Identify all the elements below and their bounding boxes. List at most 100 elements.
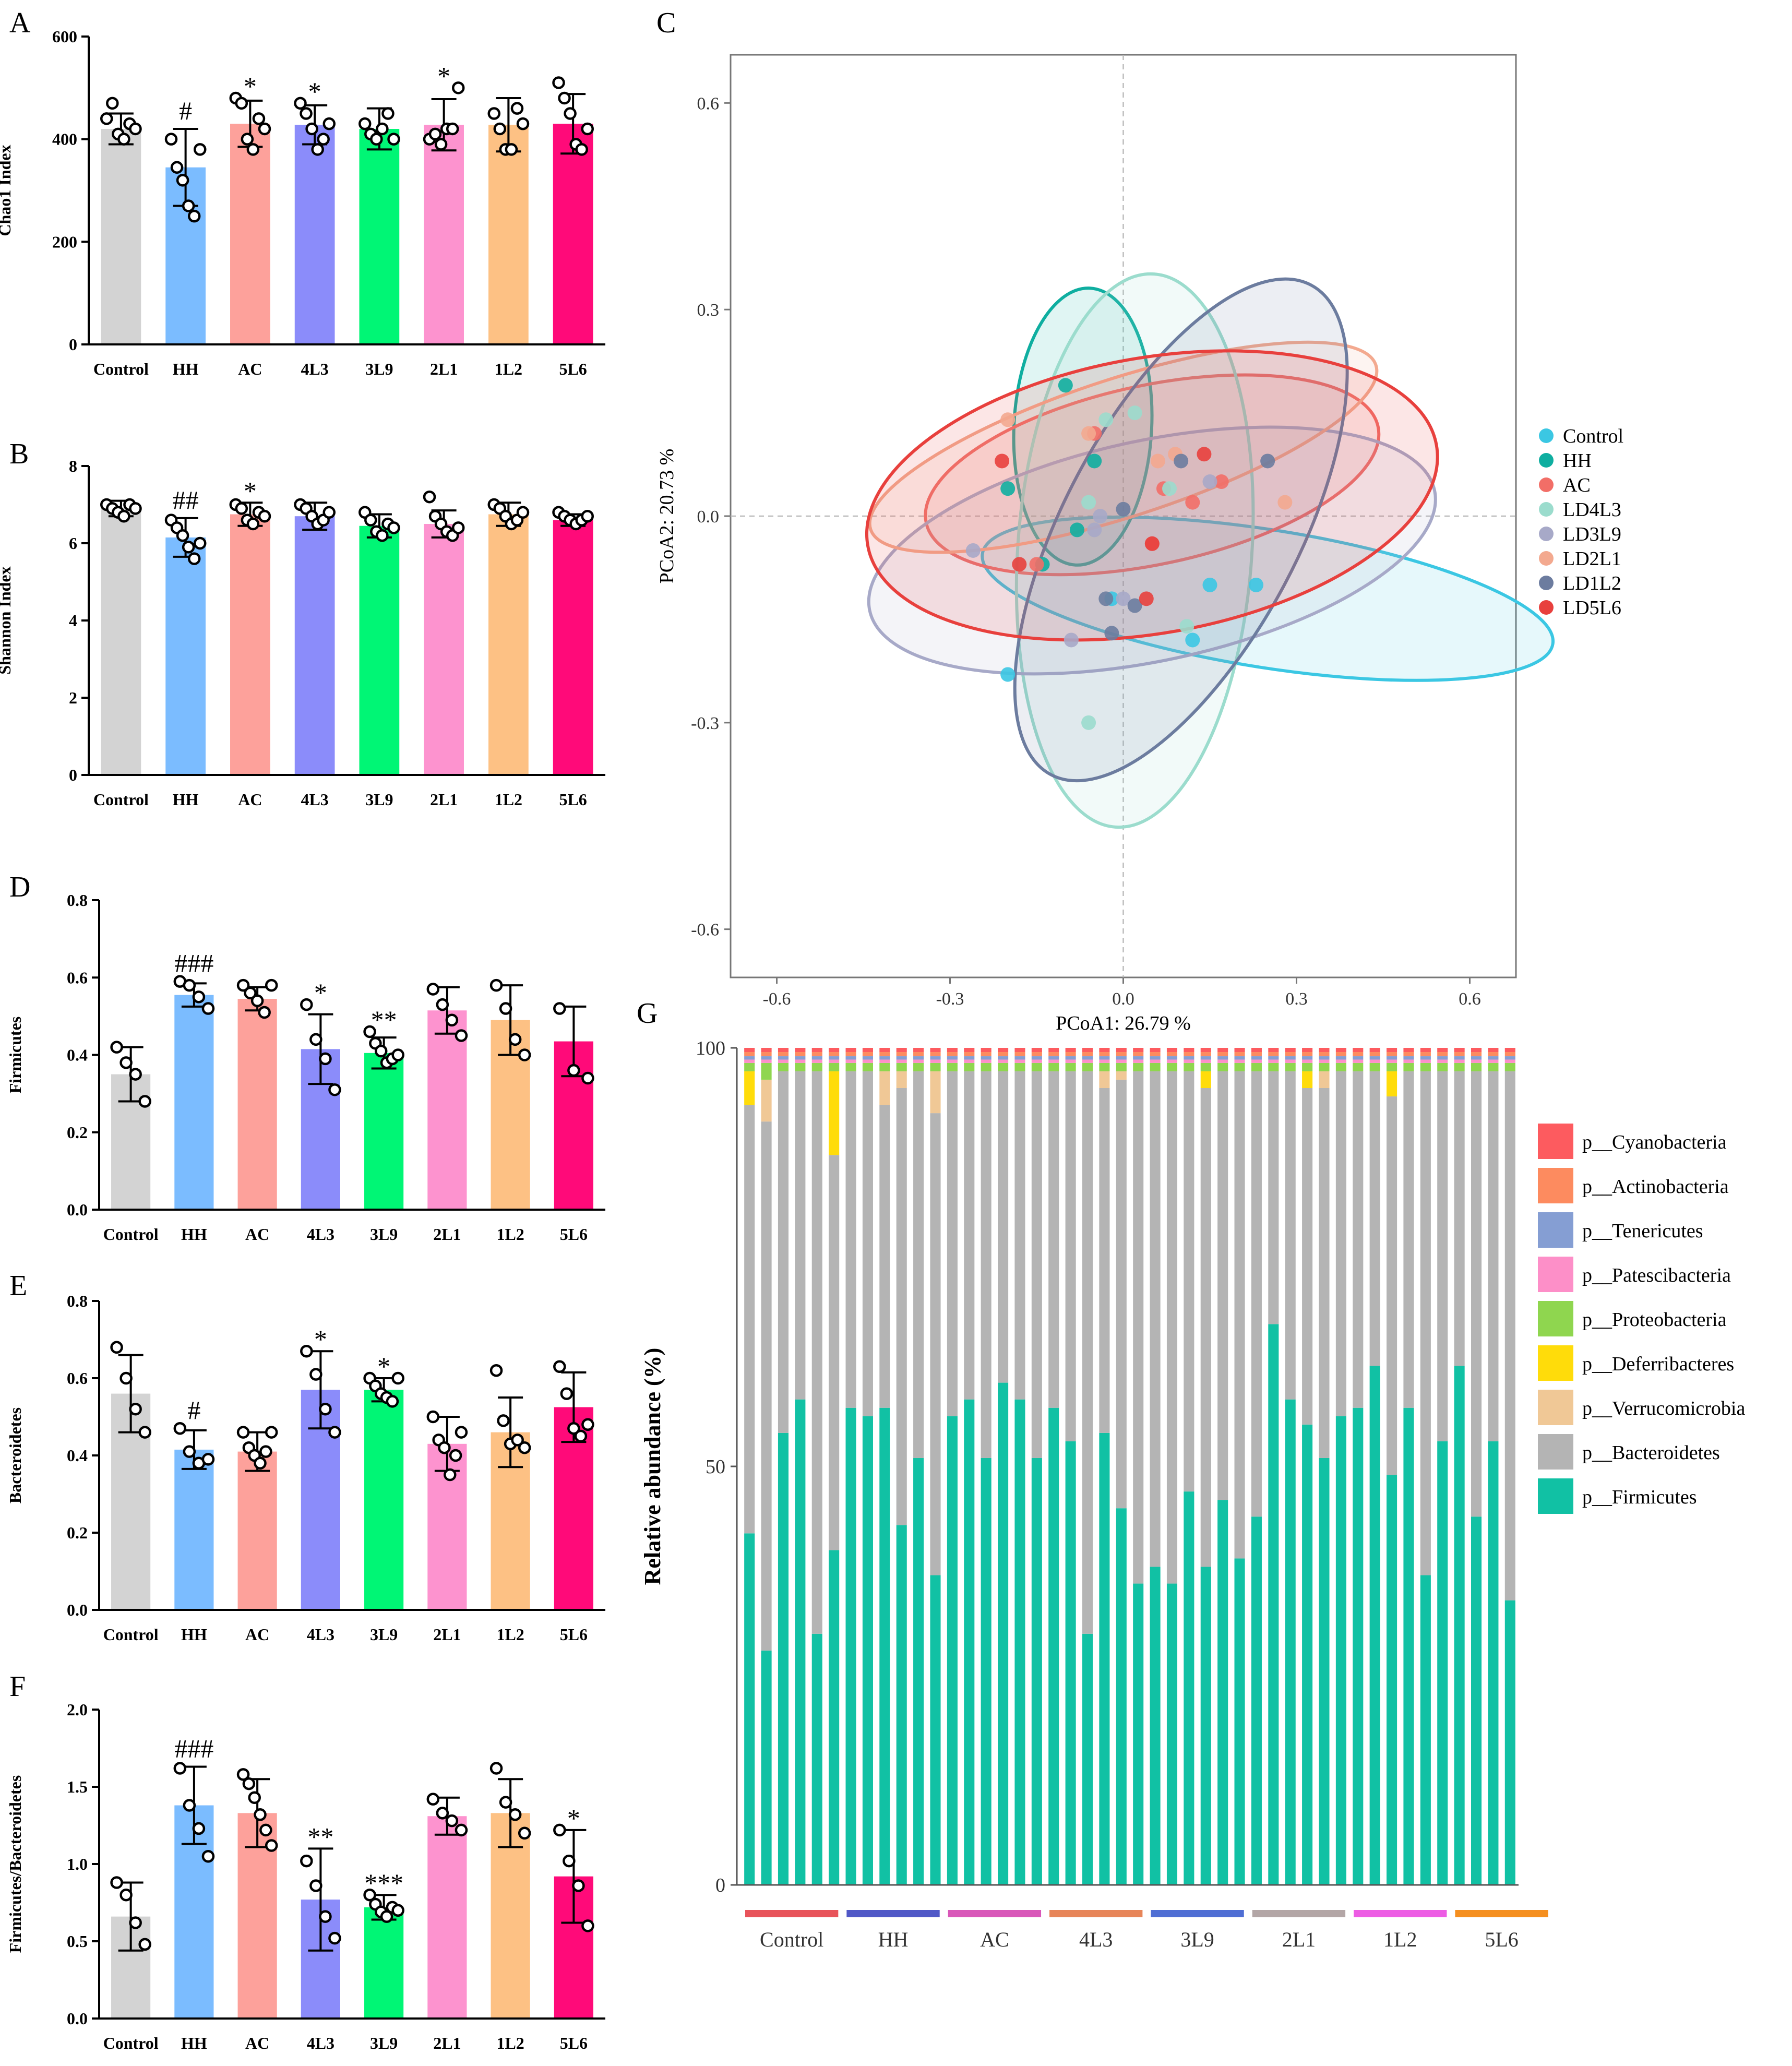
segment-patescibacteria xyxy=(1285,1059,1296,1063)
segment-bacteroidetes xyxy=(795,1071,806,1400)
segment-proteobacteria xyxy=(761,1062,772,1080)
y-tick-label: 0.4 xyxy=(67,1046,88,1065)
bar-3L9 xyxy=(359,129,400,344)
panel-letter-a: A xyxy=(9,7,31,39)
x-tick-label: 3L9 xyxy=(370,1625,398,1644)
data-point-5L6 xyxy=(581,509,594,523)
bar-AC xyxy=(230,514,270,775)
segment-bacteroidetes xyxy=(1335,1071,1346,1416)
segment-tenericutes xyxy=(1116,1056,1127,1060)
x-tick-label: 5L6 xyxy=(559,360,587,378)
segment-firmicutes xyxy=(862,1416,873,1885)
data-point-1L2 xyxy=(516,117,530,130)
data-point-1L2 xyxy=(499,1796,512,1809)
significance-4L3: * xyxy=(308,77,321,106)
segment-cyanobacteria xyxy=(1471,1048,1482,1053)
segment-actinobacteria xyxy=(1234,1052,1245,1057)
segment-patescibacteria xyxy=(862,1059,873,1063)
bar-3L9 xyxy=(359,526,400,775)
bar-HH xyxy=(174,995,214,1210)
segment-patescibacteria xyxy=(1048,1059,1059,1063)
segment-tenericutes xyxy=(829,1056,840,1060)
segment-cyanobacteria xyxy=(1150,1048,1161,1053)
segment-firmicutes xyxy=(1353,1407,1364,1885)
segment-bacteroidetes xyxy=(1420,1071,1431,1575)
data-point-4L3 xyxy=(309,1879,322,1892)
data-point-4L3 xyxy=(309,1033,322,1046)
segment-patescibacteria xyxy=(1420,1059,1431,1063)
segment-tenericutes xyxy=(1031,1056,1042,1060)
data-point-Control xyxy=(129,1402,142,1416)
segment-bacteroidetes xyxy=(1437,1071,1448,1441)
segment-patescibacteria xyxy=(879,1059,890,1063)
segment-cyanobacteria xyxy=(981,1048,991,1053)
data-point-3L9 xyxy=(376,122,389,136)
significance-HH: # xyxy=(179,96,192,125)
segment-firmicutes xyxy=(964,1399,975,1885)
data-point-5L6 xyxy=(553,1002,566,1015)
y-tick-label: 0.3 xyxy=(697,301,720,320)
significance-HH: ## xyxy=(173,485,199,515)
segment-patescibacteria xyxy=(1217,1059,1228,1063)
data-point-4L3 xyxy=(319,1052,332,1066)
segment-firmicutes xyxy=(1504,1600,1515,1885)
point-LD5L6 xyxy=(1197,447,1212,462)
segment-cyanobacteria xyxy=(744,1048,755,1053)
segment-actinobacteria xyxy=(1268,1052,1279,1057)
segment-actinobacteria xyxy=(981,1052,991,1057)
segment-proteobacteria xyxy=(1048,1062,1059,1071)
data-point-1L2 xyxy=(516,506,530,519)
panel-letter-d: D xyxy=(9,871,30,903)
data-point-4L3 xyxy=(328,1083,341,1096)
significance-4L3: * xyxy=(314,1324,327,1354)
x-tick-label: 1L2 xyxy=(496,1225,524,1244)
chart-g-relative-abundance: 0 50 100 Relative abundance (%) Control HH AC 4… xyxy=(640,1037,1745,1951)
segment-tenericutes xyxy=(1285,1056,1296,1060)
segment-proteobacteria xyxy=(964,1062,975,1071)
group-label: HH xyxy=(878,1928,909,1951)
segment-firmicutes xyxy=(1471,1516,1482,1885)
segment-proteobacteria xyxy=(998,1062,1009,1071)
segment-proteobacteria xyxy=(1251,1062,1262,1071)
chart-c-pcoa: -0.6 -0.3 0.0 0.3 0.6 -0.6 -0.3 0.0 0.3 0.6 PCoA1:… xyxy=(656,54,1623,1034)
data-point-2L1 xyxy=(436,998,449,1011)
y-tick-label: 0.8 xyxy=(67,1292,88,1310)
group-label: 2L1 xyxy=(1282,1928,1316,1951)
point-LD1L2 xyxy=(1104,626,1119,641)
segment-patescibacteria xyxy=(964,1059,975,1063)
segment-cyanobacteria xyxy=(845,1048,856,1053)
point-LD2L1 xyxy=(1081,426,1096,441)
segment-proteobacteria xyxy=(1268,1062,1279,1071)
bar-Control xyxy=(101,129,141,344)
segment-firmicutes xyxy=(1234,1558,1245,1885)
data-point-HH xyxy=(193,143,207,156)
segment-cyanobacteria xyxy=(1420,1048,1431,1053)
segment-tenericutes xyxy=(896,1056,907,1060)
x-tick-label: Control xyxy=(103,1625,159,1644)
point-LD3L9 xyxy=(965,543,981,558)
y-tick-label: 0 xyxy=(69,335,77,354)
legend-label-LD1L2: LD1L2 xyxy=(1563,572,1621,594)
segment-actinobacteria xyxy=(1437,1052,1448,1057)
segment-proteobacteria xyxy=(1369,1062,1380,1071)
segment-tenericutes xyxy=(1488,1056,1499,1060)
segment-tenericutes xyxy=(1014,1056,1025,1060)
segment-proteobacteria xyxy=(845,1062,856,1071)
x-tick-label: HH xyxy=(181,1225,207,1244)
data-point-2L1 xyxy=(444,1468,457,1482)
legend-label-p__Patescibacteria: p__Patescibacteria xyxy=(1582,1264,1731,1286)
data-point-Control xyxy=(129,122,142,136)
data-point-4L3 xyxy=(328,1931,341,1945)
data-point-Control xyxy=(129,1068,142,1081)
segment-firmicutes xyxy=(1133,1583,1144,1885)
legend-label-p__Actinobacteria: p__Actinobacteria xyxy=(1582,1176,1729,1198)
data-point-Control xyxy=(117,133,130,146)
data-point-2L1 xyxy=(451,521,465,534)
segment-tenericutes xyxy=(744,1056,755,1060)
data-point-3L9 xyxy=(391,1048,404,1061)
y-tick-label: 4 xyxy=(69,611,77,630)
segment-bacteroidetes xyxy=(1133,1071,1144,1584)
segment-tenericutes xyxy=(811,1056,822,1060)
segment-bacteroidetes xyxy=(981,1071,991,1458)
